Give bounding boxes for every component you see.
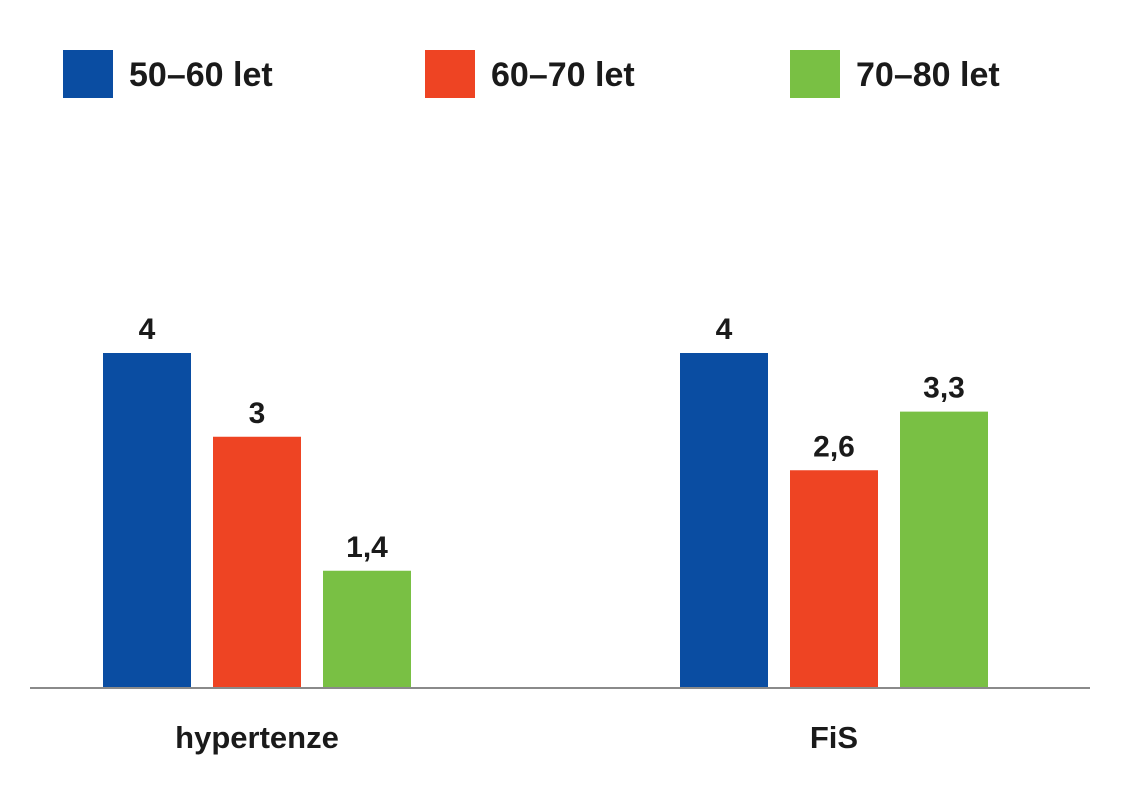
legend: 50–60 let 60–70 let 70–80 let: [63, 50, 1000, 98]
bar-hypertenze-1: [103, 353, 191, 688]
bar-FiS-3: [900, 411, 988, 688]
legend-swatch-1: [63, 50, 113, 98]
value-label-FiS-3: 3,3: [923, 372, 965, 405]
category-label-hypertenze: hypertenze: [175, 720, 339, 755]
category-label-FiS: FiS: [810, 720, 858, 755]
legend-label-1: 50–60 let: [129, 56, 273, 94]
value-label-FiS-1: 4: [716, 313, 733, 346]
bars: [103, 353, 988, 688]
value-label-FiS-2: 2,6: [813, 430, 855, 463]
legend-swatch-3: [790, 50, 840, 98]
value-labels: 4 3 1,4 4 2,6 3,3: [139, 313, 965, 564]
legend-label-2: 60–70 let: [491, 56, 635, 94]
legend-label-3: 70–80 let: [856, 56, 1000, 94]
value-label-hypertenze-1: 4: [139, 313, 156, 346]
bar-FiS-1: [680, 353, 768, 688]
value-label-hypertenze-3: 1,4: [346, 531, 388, 564]
bar-hypertenze-2: [213, 436, 301, 688]
legend-swatch-2: [425, 50, 475, 98]
category-labels: hypertenze FiS: [175, 720, 858, 755]
bar-hypertenze-3: [323, 570, 411, 688]
value-label-hypertenze-2: 3: [249, 397, 266, 430]
bar-FiS-2: [790, 470, 878, 688]
